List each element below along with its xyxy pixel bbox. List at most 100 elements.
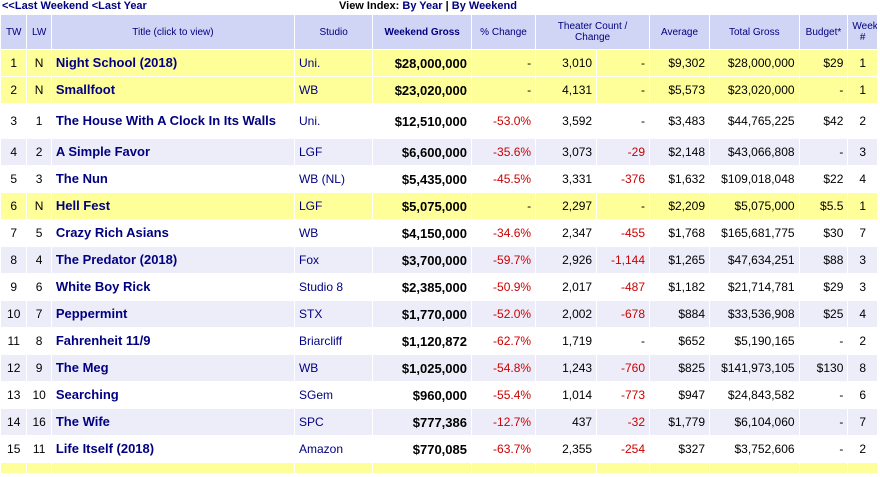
movie-title-link[interactable]: Hell Fest [50,192,295,220]
studio-link[interactable]: SGem [293,381,374,409]
rank-this-week: 15 [0,435,28,463]
weekend-gross: $4,150,000 [372,219,472,247]
theater-change: - [596,192,651,220]
studio-link[interactable]: Uni. [293,103,374,139]
header-lw[interactable]: LW [26,14,52,50]
average: $1,779 [649,408,711,436]
rank-this-week: 9 [0,273,28,301]
movie-title-link[interactable]: Peppermint [50,300,295,328]
box-office-table: TW LW Title (click to view) Studio Weekend G… [0,14,878,474]
by-year-link[interactable]: By Year [402,0,443,12]
budget: $29 [798,49,849,77]
total-gross: $5,190,165 [709,327,800,355]
empty-cell [649,462,711,474]
movie-title-link[interactable]: White Boy Rick [50,273,295,301]
studio-link[interactable]: WB [293,76,374,104]
header-week[interactable]: Week # [847,14,878,50]
header-studio[interactable]: Studio [293,14,374,50]
week-number: 2 [847,435,878,463]
rank-this-week: 13 [0,381,28,409]
movie-title-link[interactable]: The Wife [50,408,295,436]
studio-link[interactable]: LGF [293,192,374,220]
budget: - [798,138,849,166]
header-budget[interactable]: Budget* [798,14,849,50]
studio-link[interactable]: STX [293,300,374,328]
previous-navigation: <<Last Weekend <Last Year [2,0,147,12]
rank-this-week: 6 [0,192,28,220]
average: $2,209 [649,192,711,220]
budget: $22 [798,165,849,193]
rank-last-week: 7 [26,300,52,328]
table-row: 8 4 The Predator (2018) Fox $3,700,000 -59.7%… [0,246,878,274]
last-year-link[interactable]: <Last Year [91,0,147,12]
theater-count: 3,073 [535,138,598,166]
budget: $42 [798,103,849,139]
movie-title-link[interactable]: Life Itself (2018) [50,435,295,463]
average: $825 [649,354,711,382]
movie-title-link[interactable]: The Nun [50,165,295,193]
total-gross: $5,075,000 [709,192,800,220]
theater-change: -760 [596,354,651,382]
movie-title-link[interactable]: Night School (2018) [50,49,295,77]
rank-this-week: 8 [0,246,28,274]
theater-count: 2,355 [535,435,598,463]
header-total-gross[interactable]: Total Gross [709,14,800,50]
movie-title-link[interactable]: Fahrenheit 11/9 [50,327,295,355]
total-gross: $24,843,582 [709,381,800,409]
movie-title-link[interactable]: Smallfoot [50,76,295,104]
studio-link[interactable]: Briarcliff [293,327,374,355]
empty-cell [50,462,295,474]
by-weekend-link[interactable]: By Weekend [451,0,517,12]
studio-link[interactable]: Uni. [293,49,374,77]
table-row: 5 3 The Nun WB (NL) $5,435,000 -45.5% 3,331 -37… [0,165,878,193]
week-number: 8 [847,354,878,382]
weekend-gross: $12,510,000 [372,103,472,139]
rank-last-week: 2 [26,138,52,166]
header-title[interactable]: Title (click to view) [50,14,295,50]
header-weekend-gross[interactable]: Weekend Gross [372,14,472,50]
studio-link[interactable]: WB [293,219,374,247]
movie-title-link[interactable]: The Predator (2018) [50,246,295,274]
rank-last-week: 16 [26,408,52,436]
table-row: 11 8 Fahrenheit 11/9 Briarcliff $1,120,872 -6… [0,327,878,355]
movie-title-link[interactable]: Crazy Rich Asians [50,219,295,247]
studio-link[interactable]: Amazon [293,435,374,463]
header-pct-change[interactable]: % Change [470,14,537,50]
studio-link[interactable]: Studio 8 [293,273,374,301]
total-gross: $23,020,000 [709,76,800,104]
theater-change: -29 [596,138,651,166]
theater-count: 1,243 [535,354,598,382]
studio-link[interactable]: LGF [293,138,374,166]
theater-count: 4,131 [535,76,598,104]
pct-change: -62.7% [470,327,537,355]
studio-link[interactable]: SPC [293,408,374,436]
last-weekend-link[interactable]: <<Last Weekend [2,0,89,12]
average: $9,302 [649,49,711,77]
nav-separator: | [445,0,449,12]
total-gross: $44,765,225 [709,103,800,139]
header-average[interactable]: Average [649,14,711,50]
studio-link[interactable]: Fox [293,246,374,274]
theater-count: 2,347 [535,219,598,247]
empty-cell [535,462,598,474]
rank-this-week: 2 [0,76,28,104]
movie-title-link[interactable]: The Meg [50,354,295,382]
week-number: 2 [847,103,878,139]
movie-title-link[interactable]: A Simple Favor [50,138,295,166]
rank-last-week: N [26,192,52,220]
theater-change: -1,144 [596,246,651,274]
week-number: 1 [847,49,878,77]
studio-link[interactable]: WB (NL) [293,165,374,193]
header-theater-count[interactable]: Theater Count / Change [535,14,651,50]
theater-count: 2,297 [535,192,598,220]
budget: - [798,408,849,436]
header-tw[interactable]: TW [0,14,28,50]
studio-link[interactable]: WB [293,354,374,382]
movie-title-link[interactable]: The House With A Clock In Its Walls [50,103,295,139]
rank-this-week: 7 [0,219,28,247]
week-number: 7 [847,408,878,436]
empty-cell [709,462,800,474]
movie-title-link[interactable]: Searching [50,381,295,409]
week-number: 6 [847,381,878,409]
